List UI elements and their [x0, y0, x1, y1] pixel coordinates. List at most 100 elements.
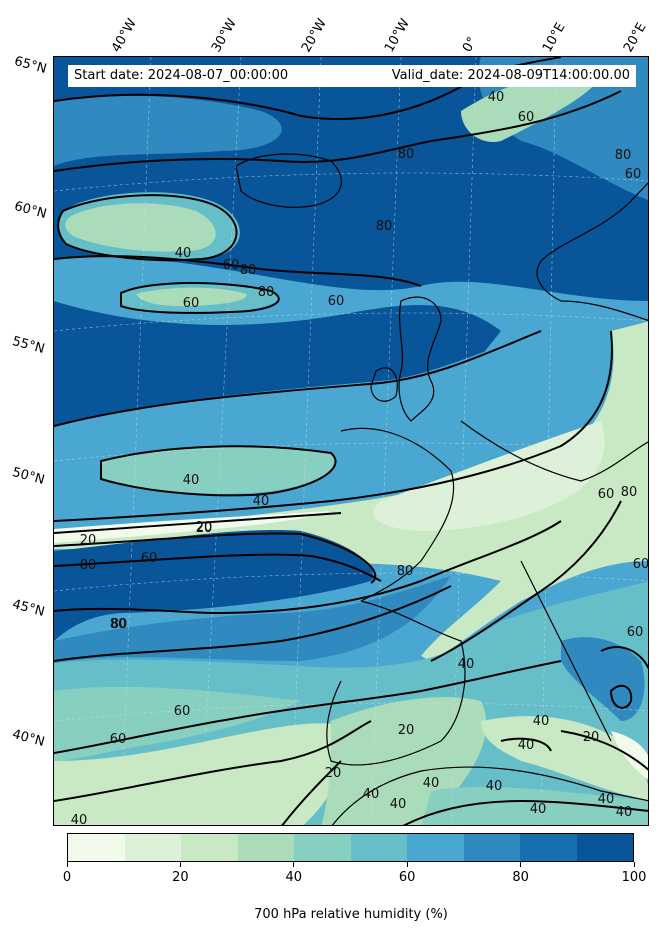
longitude-label-20e: 20°E	[621, 20, 650, 56]
contour-line	[54, 330, 613, 522]
contour-label: 60	[110, 732, 127, 747]
contour-label: 60	[141, 551, 158, 566]
contour-line	[54, 330, 542, 427]
contour-label: 80	[615, 148, 632, 163]
contour-label: 20	[398, 723, 415, 738]
contour-label: 40	[530, 802, 547, 817]
graticule-line	[540, 57, 557, 825]
coastline-north-africa	[331, 766, 648, 825]
contour-line	[560, 730, 648, 771]
contour-line	[54, 90, 622, 172]
graticule-line	[450, 57, 477, 825]
contour-label: 40	[423, 776, 440, 791]
contour-label: 40	[458, 657, 475, 672]
contour-line	[600, 646, 648, 670]
contour-label: 80	[80, 558, 97, 573]
graticule-line	[120, 57, 152, 825]
contour-labels: 40 60 80 40 60 80 60 40 60 80 80 60 40 2…	[71, 90, 648, 826]
contour-line	[402, 799, 648, 825]
contour-label: 40	[533, 714, 550, 729]
contour-label: 40	[486, 779, 503, 794]
contour-line	[609, 684, 633, 709]
colorbar-tick-label: 20	[172, 870, 189, 885]
graticule-line	[54, 702, 648, 722]
humidity-patch-nw	[54, 95, 282, 166]
contour-label: 60	[625, 167, 642, 182]
latitude-label-55n: 55°N	[10, 334, 47, 357]
coastlines	[235, 153, 648, 825]
humidity-oval-57n-inner	[136, 287, 247, 307]
contour-line	[54, 520, 562, 615]
contour-label: 40	[363, 787, 380, 802]
contour-label: 60	[223, 258, 240, 273]
contour-label: 40	[616, 805, 633, 820]
colorbar-segment	[237, 834, 294, 861]
contour-label: 40	[518, 738, 535, 753]
colorbar-segment	[463, 834, 520, 861]
contour-label: 40	[71, 813, 88, 826]
humidity-patch-south-light	[421, 786, 648, 825]
colorbar-tick	[293, 862, 295, 867]
contours	[54, 57, 648, 825]
colorbar-tick	[179, 862, 181, 867]
colorbar-segment	[68, 834, 125, 861]
longitude-label-30w: 30°W	[209, 16, 240, 56]
colorbar-tick-label: 80	[512, 870, 529, 885]
colorbar-tick	[406, 862, 408, 867]
contour-line	[430, 500, 622, 662]
colorbar	[67, 833, 634, 862]
humidity-patch-south-green	[54, 723, 361, 825]
humidity-map-svg: 40 60 80 40 60 80 60 40 60 80 80 60 40 2…	[54, 57, 648, 826]
longitude-label-40w: 40°W	[109, 16, 140, 56]
colorbar-segment	[294, 834, 351, 861]
contour-line	[54, 532, 377, 584]
humidity-patch-light-ne	[461, 75, 601, 142]
graticule-line	[54, 572, 648, 592]
contour-line	[57, 194, 238, 262]
longitude-label-0: 0°	[460, 34, 481, 55]
latitude-label-50n: 50°N	[10, 465, 47, 488]
humidity-band-55n	[54, 301, 501, 426]
colorbar-tick	[66, 862, 68, 867]
contour-label: 20	[196, 521, 213, 536]
contour-label: 20	[196, 520, 213, 535]
contour-label: 40	[488, 90, 505, 105]
colorbar-segment	[576, 834, 633, 861]
humidity-band-46n-edge	[54, 576, 451, 663]
contour-label: 40	[253, 494, 270, 509]
coastline-iberia	[326, 600, 466, 766]
start-date-label: Start date: 2024-08-07_00:00:00	[74, 68, 289, 83]
contour-label: 40	[598, 792, 615, 807]
contour-label: 80	[398, 147, 415, 162]
longitude-label-20w: 20°W	[299, 16, 330, 56]
humidity-dry-core	[373, 421, 605, 531]
contour-line	[54, 553, 382, 582]
contour-line	[54, 585, 452, 662]
humidity-dry-tongue	[54, 321, 648, 661]
contour-line	[281, 760, 342, 825]
graticule-line	[290, 57, 322, 825]
contour-line	[120, 282, 280, 314]
graticule-line	[200, 57, 242, 825]
colorbar-tick-label: 0	[62, 870, 72, 885]
humidity-patch-mediterranean	[481, 716, 648, 801]
coastline-british-isles	[398, 296, 442, 422]
contour-line	[54, 512, 342, 534]
latitude-label-40n: 40°N	[10, 727, 47, 750]
coastline-norway	[536, 182, 648, 321]
contour-label: 60	[598, 487, 615, 502]
contour-line	[54, 255, 422, 287]
graticule-line	[54, 172, 648, 192]
contour-label: 80	[110, 617, 127, 632]
contour-line	[100, 445, 337, 497]
contour-label: 60	[174, 704, 191, 719]
colorbar-segment	[350, 834, 407, 861]
humidity-map: 40 60 80 40 60 80 60 40 60 80 80 60 40 2…	[53, 56, 649, 826]
colorbar-tick-label: 100	[621, 870, 647, 885]
contour-label: 20	[80, 533, 97, 548]
contour-label: 40	[183, 473, 200, 488]
longitude-label-10w: 10°W	[382, 16, 413, 56]
colorbar-tick-label: 40	[285, 870, 303, 885]
valid-date-label: Valid_date: 2024-08-09T14:00:00.00	[391, 68, 630, 83]
colorbar-segment	[407, 834, 464, 861]
